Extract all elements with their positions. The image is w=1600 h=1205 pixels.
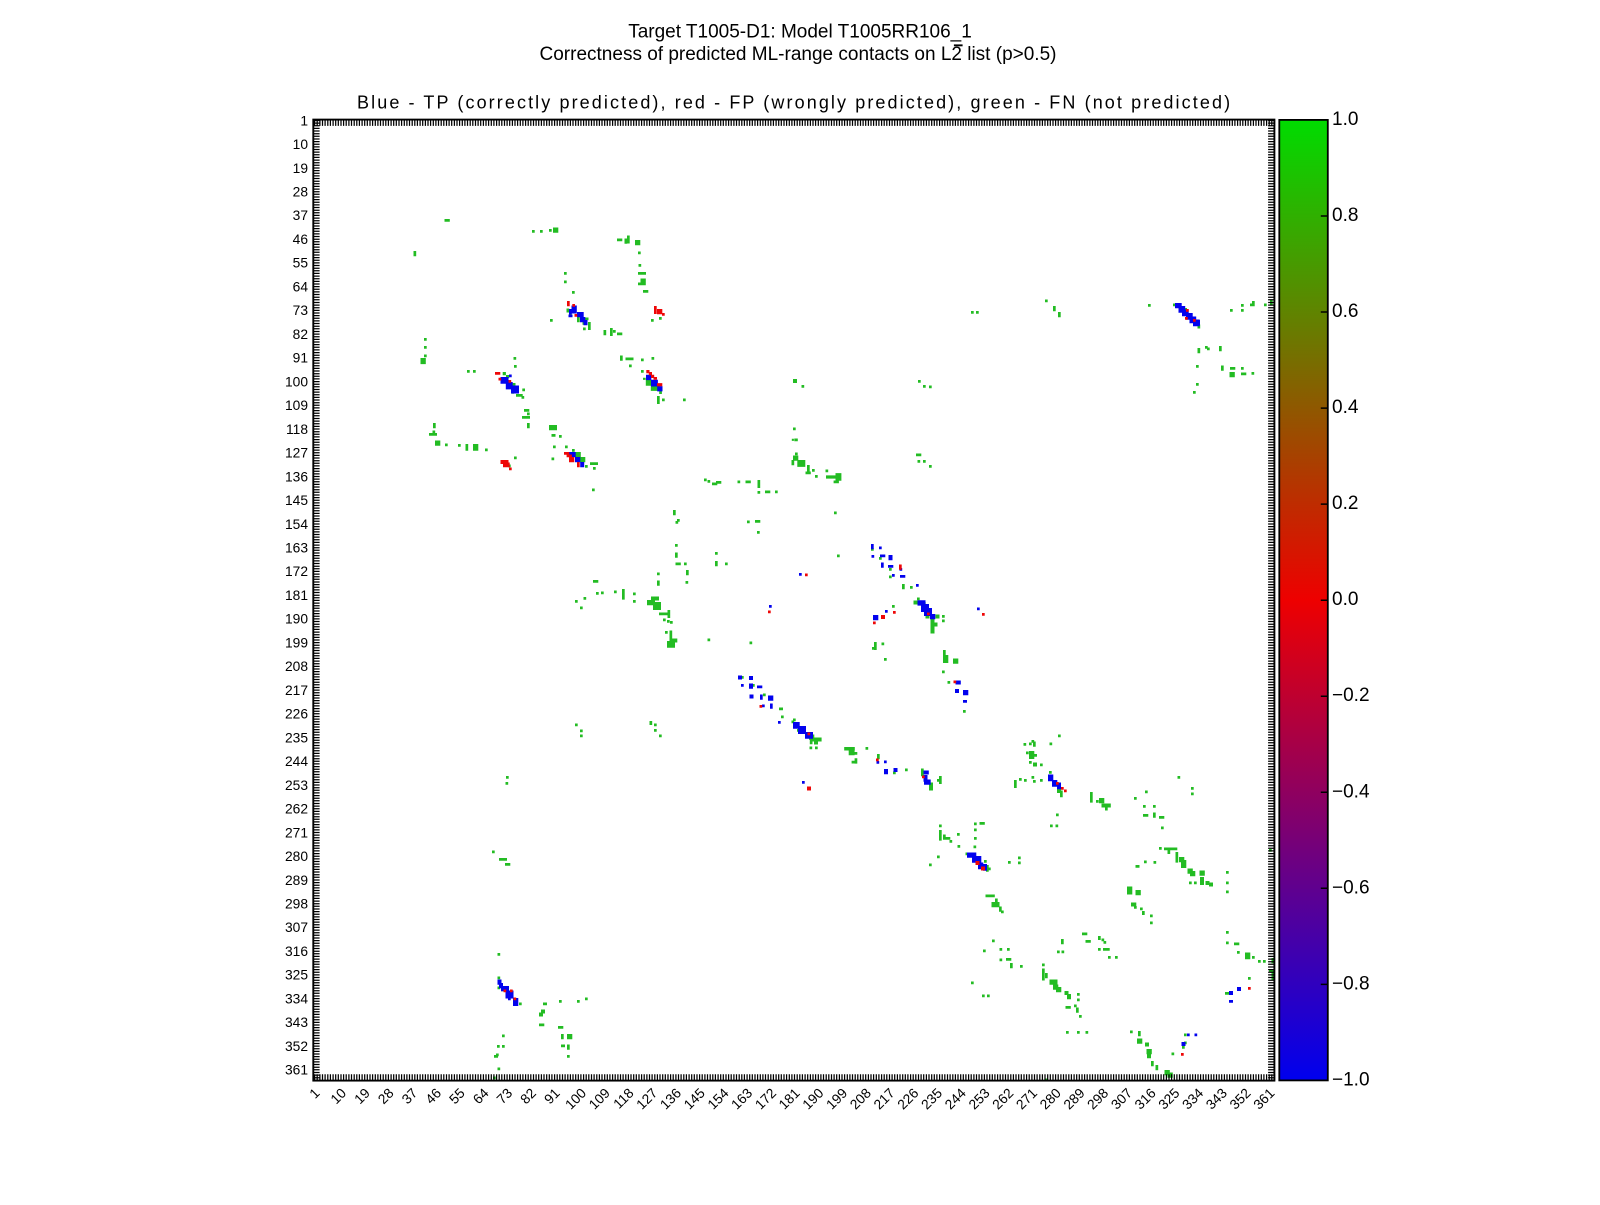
svg-text:325: 325 <box>285 968 308 983</box>
svg-text:91: 91 <box>293 351 308 366</box>
svg-text:64: 64 <box>293 279 309 294</box>
svg-text:55: 55 <box>293 256 309 271</box>
svg-text:118: 118 <box>286 422 308 437</box>
svg-text:289: 289 <box>285 873 308 888</box>
svg-text:−0.4: −0.4 <box>1332 781 1370 802</box>
svg-text:0.0: 0.0 <box>1332 589 1358 610</box>
svg-text:Target T1005-D1: Model T1005RR: Target T1005-D1: Model T1005RR106_1 <box>628 22 972 43</box>
svg-text:127: 127 <box>285 446 308 461</box>
svg-text:0.8: 0.8 <box>1332 205 1358 226</box>
svg-text:190: 190 <box>285 612 308 627</box>
svg-text:0.6: 0.6 <box>1332 301 1358 322</box>
svg-text:163: 163 <box>285 541 308 556</box>
svg-text:217: 217 <box>285 683 308 698</box>
svg-text:−1.0: −1.0 <box>1332 1069 1370 1090</box>
svg-text:1.0: 1.0 <box>1332 109 1358 130</box>
svg-text:82: 82 <box>293 327 308 342</box>
svg-text:208: 208 <box>285 659 308 674</box>
svg-text:0.2: 0.2 <box>1332 493 1358 514</box>
svg-text:343: 343 <box>285 1015 308 1030</box>
svg-text:316: 316 <box>285 944 308 959</box>
svg-text:Correctness of predicted ML-ra: Correctness of predicted ML-range contac… <box>540 44 1057 65</box>
svg-text:−0.6: −0.6 <box>1332 877 1370 898</box>
svg-text:10: 10 <box>293 137 309 152</box>
svg-text:Blue - TP (correctly predicted: Blue - TP (correctly predicted), red - F… <box>357 93 1232 113</box>
svg-text:172: 172 <box>285 564 308 579</box>
svg-text:199: 199 <box>285 635 308 650</box>
svg-text:100: 100 <box>285 374 308 389</box>
svg-text:262: 262 <box>285 802 308 817</box>
svg-text:235: 235 <box>285 730 308 745</box>
svg-text:145: 145 <box>285 493 308 508</box>
svg-text:73: 73 <box>293 303 309 318</box>
svg-text:253: 253 <box>285 778 308 793</box>
svg-text:244: 244 <box>285 754 308 769</box>
svg-text:−0.2: −0.2 <box>1332 685 1370 706</box>
svg-text:28: 28 <box>293 185 309 200</box>
svg-text:298: 298 <box>285 897 308 912</box>
svg-text:154: 154 <box>285 517 308 532</box>
svg-text:271: 271 <box>285 825 308 840</box>
svg-text:352: 352 <box>285 1039 308 1054</box>
svg-text:37: 37 <box>293 208 308 223</box>
svg-text:181: 181 <box>285 588 308 603</box>
svg-text:361: 361 <box>285 1063 308 1078</box>
svg-text:0.4: 0.4 <box>1332 397 1359 418</box>
svg-text:136: 136 <box>285 469 308 484</box>
svg-text:−0.8: −0.8 <box>1332 973 1370 994</box>
svg-text:280: 280 <box>285 849 308 864</box>
svg-text:1: 1 <box>300 113 308 128</box>
svg-text:334: 334 <box>285 991 308 1006</box>
svg-text:109: 109 <box>285 398 308 413</box>
svg-text:46: 46 <box>293 232 309 247</box>
svg-text:19: 19 <box>293 161 309 176</box>
svg-text:307: 307 <box>285 920 308 935</box>
svg-text:226: 226 <box>285 707 308 722</box>
